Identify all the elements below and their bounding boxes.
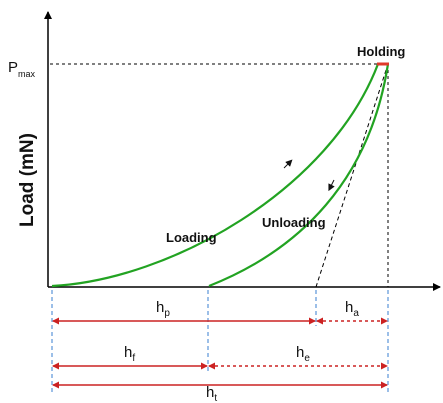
unloading-tangent xyxy=(315,63,389,288)
loading-direction-arrow xyxy=(283,159,293,169)
ha-label: ha xyxy=(345,299,359,319)
he-main: h xyxy=(296,344,304,361)
unloading-direction-arrow xyxy=(328,179,335,192)
ht-sub: t xyxy=(214,393,217,403)
pmax-sub: max xyxy=(18,69,36,79)
ha-main: h xyxy=(345,299,353,316)
hp-sub: p xyxy=(164,308,170,319)
hp-main: h xyxy=(156,299,164,316)
loading-label: Loading xyxy=(166,230,217,245)
hf-label: hf xyxy=(124,344,135,364)
unloading-label: Unloading xyxy=(262,215,326,230)
hf-main: h xyxy=(124,344,132,361)
ht-label: ht xyxy=(206,384,217,403)
holding-label: Holding xyxy=(357,44,405,59)
he-label: he xyxy=(296,344,310,364)
loading-curve xyxy=(51,63,380,288)
he-sub: e xyxy=(304,353,310,364)
hf-sub: f xyxy=(132,353,135,364)
ht-main: h xyxy=(206,384,214,401)
pmax-label: Pmax xyxy=(8,59,36,79)
ha-sub: a xyxy=(353,308,359,319)
unloading-curve xyxy=(208,63,390,288)
y-axis-label: Load (mN) xyxy=(17,133,38,227)
pmax-main: P xyxy=(8,59,18,76)
hp-label: hp xyxy=(156,299,170,319)
